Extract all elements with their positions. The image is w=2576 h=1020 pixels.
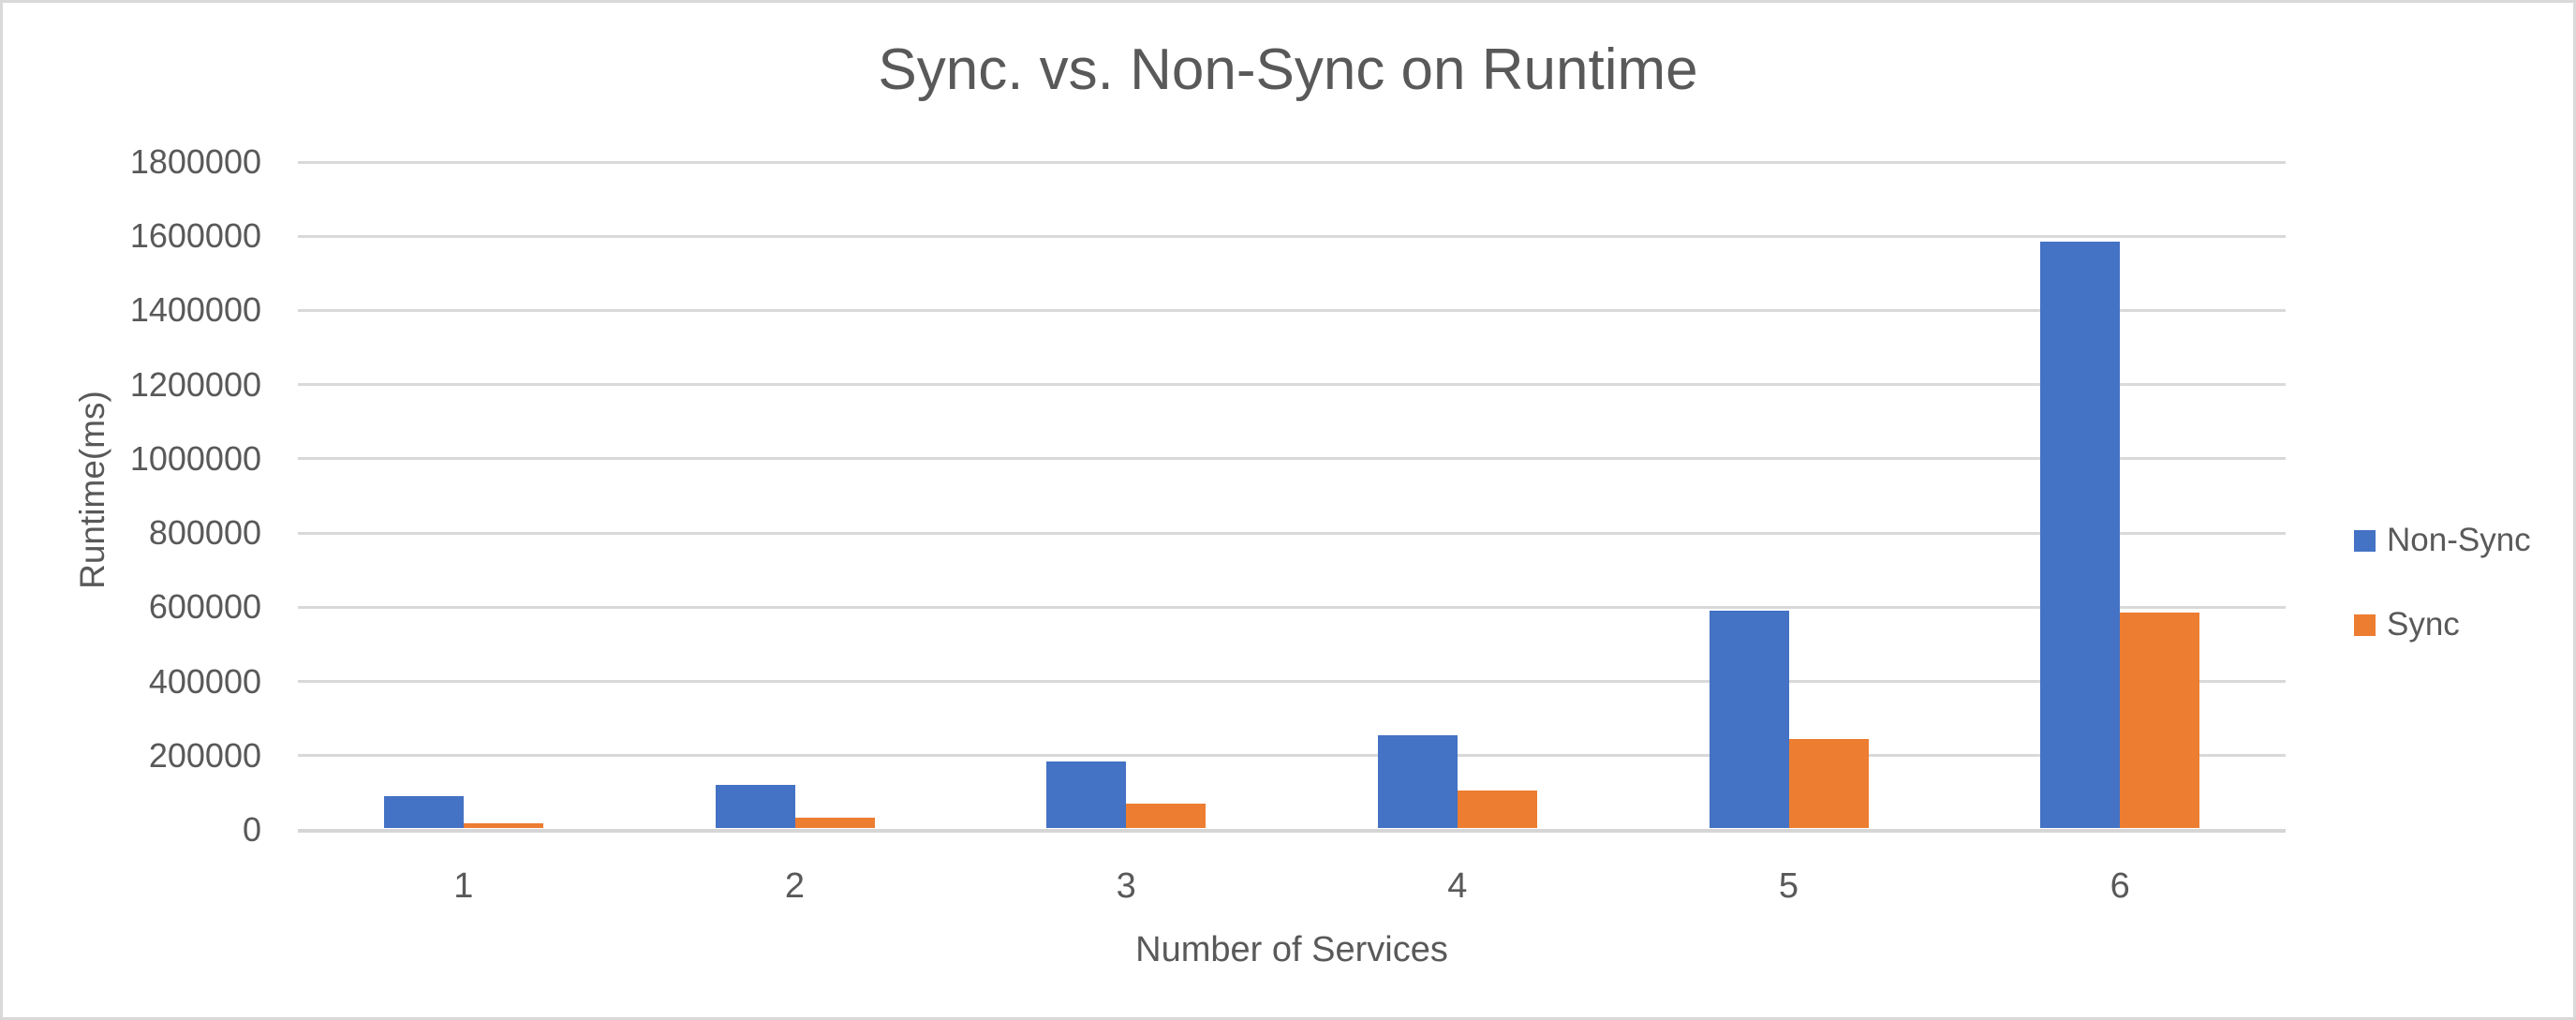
legend-swatch-non-sync — [2354, 529, 2376, 552]
y-tick-label: 1200000 — [129, 364, 261, 404]
gridline — [298, 160, 2286, 164]
bar-sync-4 — [1457, 791, 1537, 828]
bar-sync-3 — [1126, 804, 1207, 828]
x-axis-title: Number of Services — [1135, 930, 1448, 969]
bar-non-sync-6 — [2040, 242, 2121, 828]
bar-non-sync-3 — [1046, 761, 1127, 828]
bar-sync-5 — [1788, 738, 1869, 828]
legend-swatch-sync — [2354, 613, 2376, 636]
bar-non-sync-1 — [383, 796, 464, 828]
y-tick-label: 600000 — [148, 587, 261, 627]
y-tick-label: 1800000 — [129, 142, 261, 181]
legend-label: Non-Sync — [2387, 522, 2531, 558]
y-tick-label: 1400000 — [129, 290, 261, 330]
plot-area — [298, 160, 2286, 833]
legend-label: Sync — [2387, 606, 2460, 643]
bar-non-sync-2 — [715, 785, 795, 828]
legend-item-sync: Sync — [2354, 606, 2531, 643]
y-axis-title: Runtime(ms) — [73, 391, 111, 589]
gridline — [298, 234, 2286, 238]
x-tick-label: 4 — [1447, 866, 1468, 906]
x-tick-label: 2 — [784, 866, 806, 906]
y-tick-label: 800000 — [148, 513, 261, 553]
bar-sync-1 — [463, 823, 543, 828]
x-tick-label: 1 — [453, 866, 474, 906]
y-tick-label: 400000 — [148, 661, 261, 701]
chart-title: Sync. vs. Non-Sync on Runtime — [878, 37, 1698, 102]
y-tick-label: 0 — [242, 810, 261, 849]
gridline — [298, 308, 2286, 312]
legend-item-non-sync: Non-Sync — [2354, 522, 2531, 559]
legend: Non-Sync Sync — [2354, 522, 2531, 643]
gridline — [298, 457, 2286, 461]
x-tick-label: 5 — [1778, 866, 1799, 906]
bar-sync-6 — [2120, 613, 2200, 828]
x-tick-label: 6 — [2110, 866, 2130, 906]
bar-non-sync-4 — [1377, 734, 1458, 828]
bar-non-sync-5 — [1709, 611, 1789, 828]
x-axis-line — [298, 828, 2286, 833]
bar-sync-2 — [794, 817, 875, 828]
y-tick-label: 1000000 — [129, 438, 261, 478]
gridline — [298, 680, 2286, 684]
gridline — [298, 383, 2286, 387]
gridline — [298, 605, 2286, 609]
y-tick-label: 1600000 — [129, 216, 261, 256]
y-tick-label: 200000 — [148, 735, 261, 775]
gridline — [298, 754, 2286, 758]
x-tick-label: 3 — [1116, 866, 1136, 906]
gridline — [298, 531, 2286, 535]
